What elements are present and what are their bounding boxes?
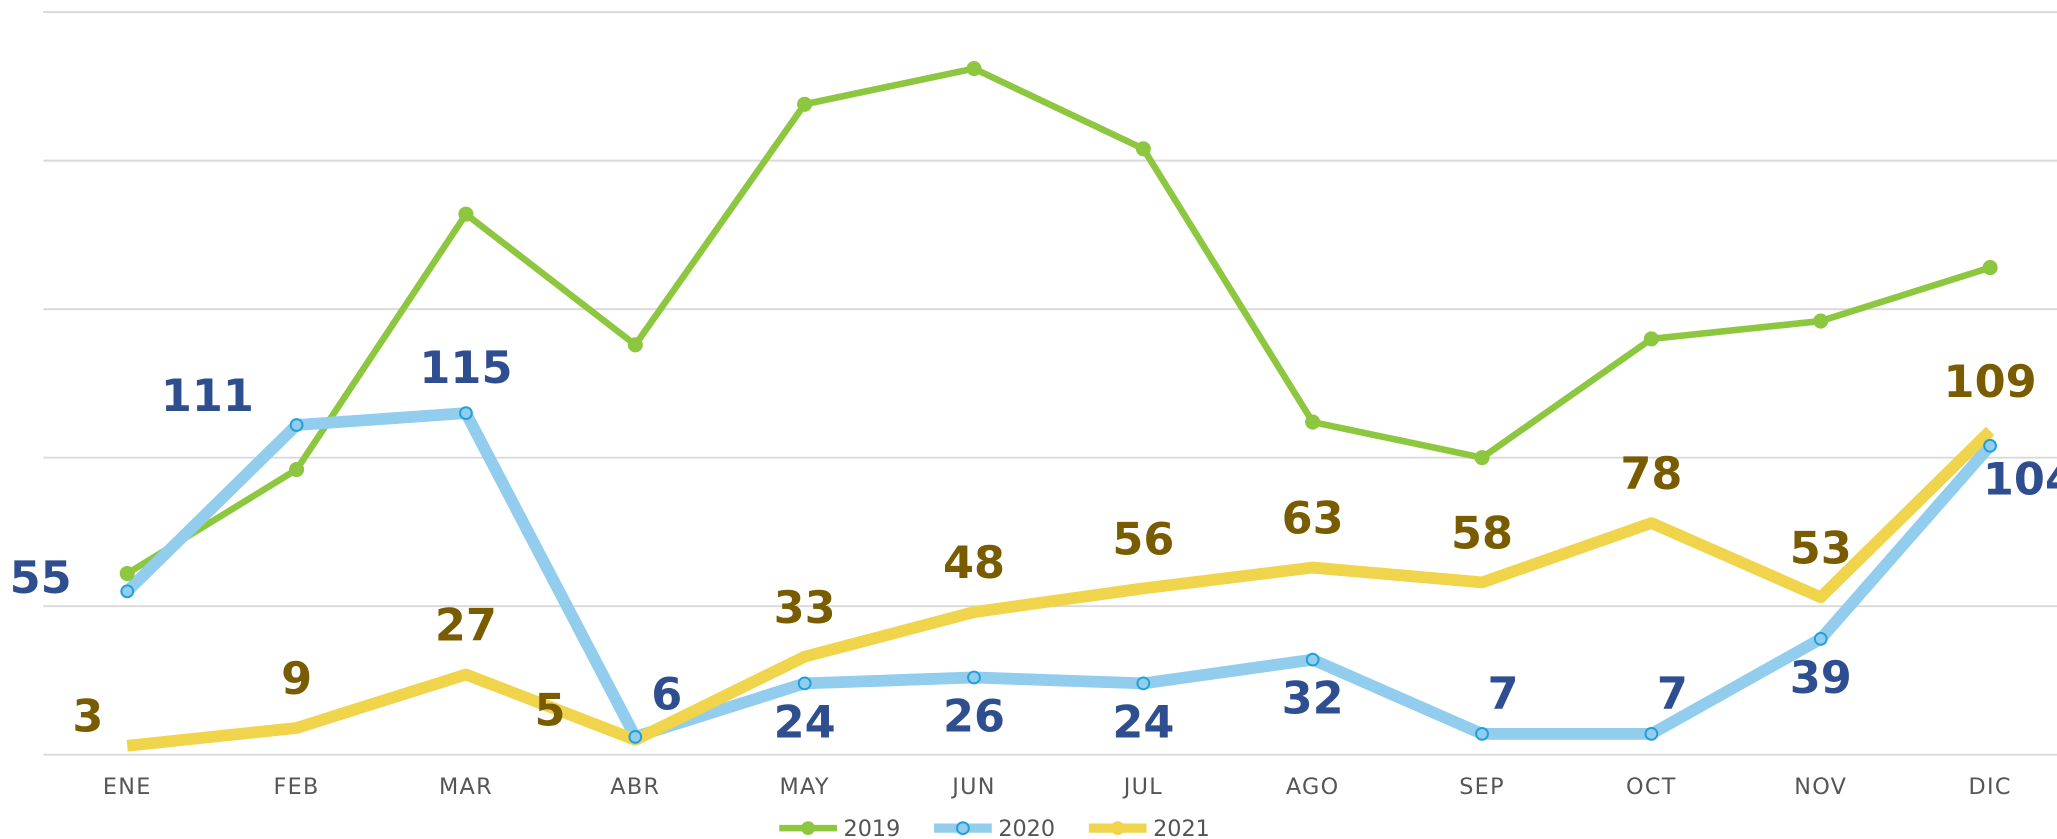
series-line: [125, 65, 1992, 577]
marker: [1643, 331, 1659, 347]
x-tick-label: ABR: [610, 774, 660, 800]
marker: [1983, 438, 1997, 453]
data-label: 27: [435, 600, 497, 652]
data-label: 3: [72, 691, 103, 743]
marker: [289, 462, 305, 478]
legend-marker: [801, 821, 815, 836]
data-label: 7: [1657, 668, 1688, 720]
x-tick-label: DIC: [1968, 774, 2011, 800]
data-label: 104: [1983, 454, 2057, 506]
marker: [1644, 727, 1659, 741]
data-label: 39: [1790, 652, 1852, 704]
marker: [627, 337, 643, 353]
data-label: 24: [774, 696, 836, 748]
series-line: [123, 407, 1995, 743]
data-label: 32: [1282, 673, 1344, 725]
marker: [628, 729, 643, 744]
legend-label: 2019: [844, 816, 901, 839]
marker: [289, 418, 304, 432]
legend-item: 2021: [1088, 816, 1210, 839]
data-label: 109: [1944, 356, 2037, 408]
x-tick-label: ENE: [103, 774, 152, 800]
legend-marker: [956, 821, 970, 836]
data-label: 111: [161, 370, 254, 422]
legend-label: 2021: [1153, 816, 1210, 839]
data-label: 58: [1451, 508, 1513, 560]
legend-label: 2020: [998, 816, 1055, 839]
x-tick-label: SEP: [1459, 774, 1505, 800]
marker: [1813, 631, 1828, 646]
marker: [966, 61, 982, 77]
x-tick-label: AGO: [1286, 774, 1340, 800]
data-label: 56: [1112, 513, 1174, 565]
data-label: 26: [943, 690, 1005, 742]
data-label: 78: [1620, 448, 1682, 500]
data-label: 48: [943, 537, 1005, 589]
x-tick-label: JUN: [950, 774, 996, 800]
marker: [797, 96, 813, 112]
marker: [1136, 676, 1151, 691]
marker: [459, 406, 473, 421]
x-tick-label: OCT: [1626, 774, 1677, 800]
marker: [1305, 652, 1320, 667]
marker: [1474, 450, 1490, 466]
marker: [797, 676, 812, 691]
marker: [119, 565, 135, 582]
data-label: 115: [419, 342, 512, 394]
marker: [1982, 260, 1998, 276]
legend-item: 2020: [934, 816, 1055, 839]
data-label: 6: [651, 669, 682, 721]
data-label: 9: [281, 653, 312, 705]
marker: [1305, 414, 1321, 430]
marker: [1135, 141, 1151, 157]
x-tick-label: JUL: [1122, 774, 1163, 800]
x-tick-label: FEB: [274, 774, 320, 800]
data-label: 53: [1790, 522, 1852, 574]
x-tick-label: MAY: [779, 774, 829, 800]
data-label: 24: [1112, 696, 1174, 748]
marker: [458, 206, 474, 222]
x-tick-label: MAR: [439, 774, 493, 800]
legend-marker: [1110, 821, 1125, 836]
x-tick-label: NOV: [1794, 774, 1847, 800]
data-label: 63: [1282, 493, 1344, 545]
series-line: [126, 426, 1995, 752]
data-label: 5: [535, 685, 566, 737]
marker: [120, 584, 135, 599]
data-label: 55: [10, 552, 72, 604]
marker: [1813, 313, 1829, 329]
data-label: 7: [1488, 668, 1519, 720]
data-label: 33: [774, 582, 836, 634]
marker: [1475, 727, 1489, 741]
legend-item: 2019: [779, 816, 900, 839]
marker: [967, 670, 981, 685]
